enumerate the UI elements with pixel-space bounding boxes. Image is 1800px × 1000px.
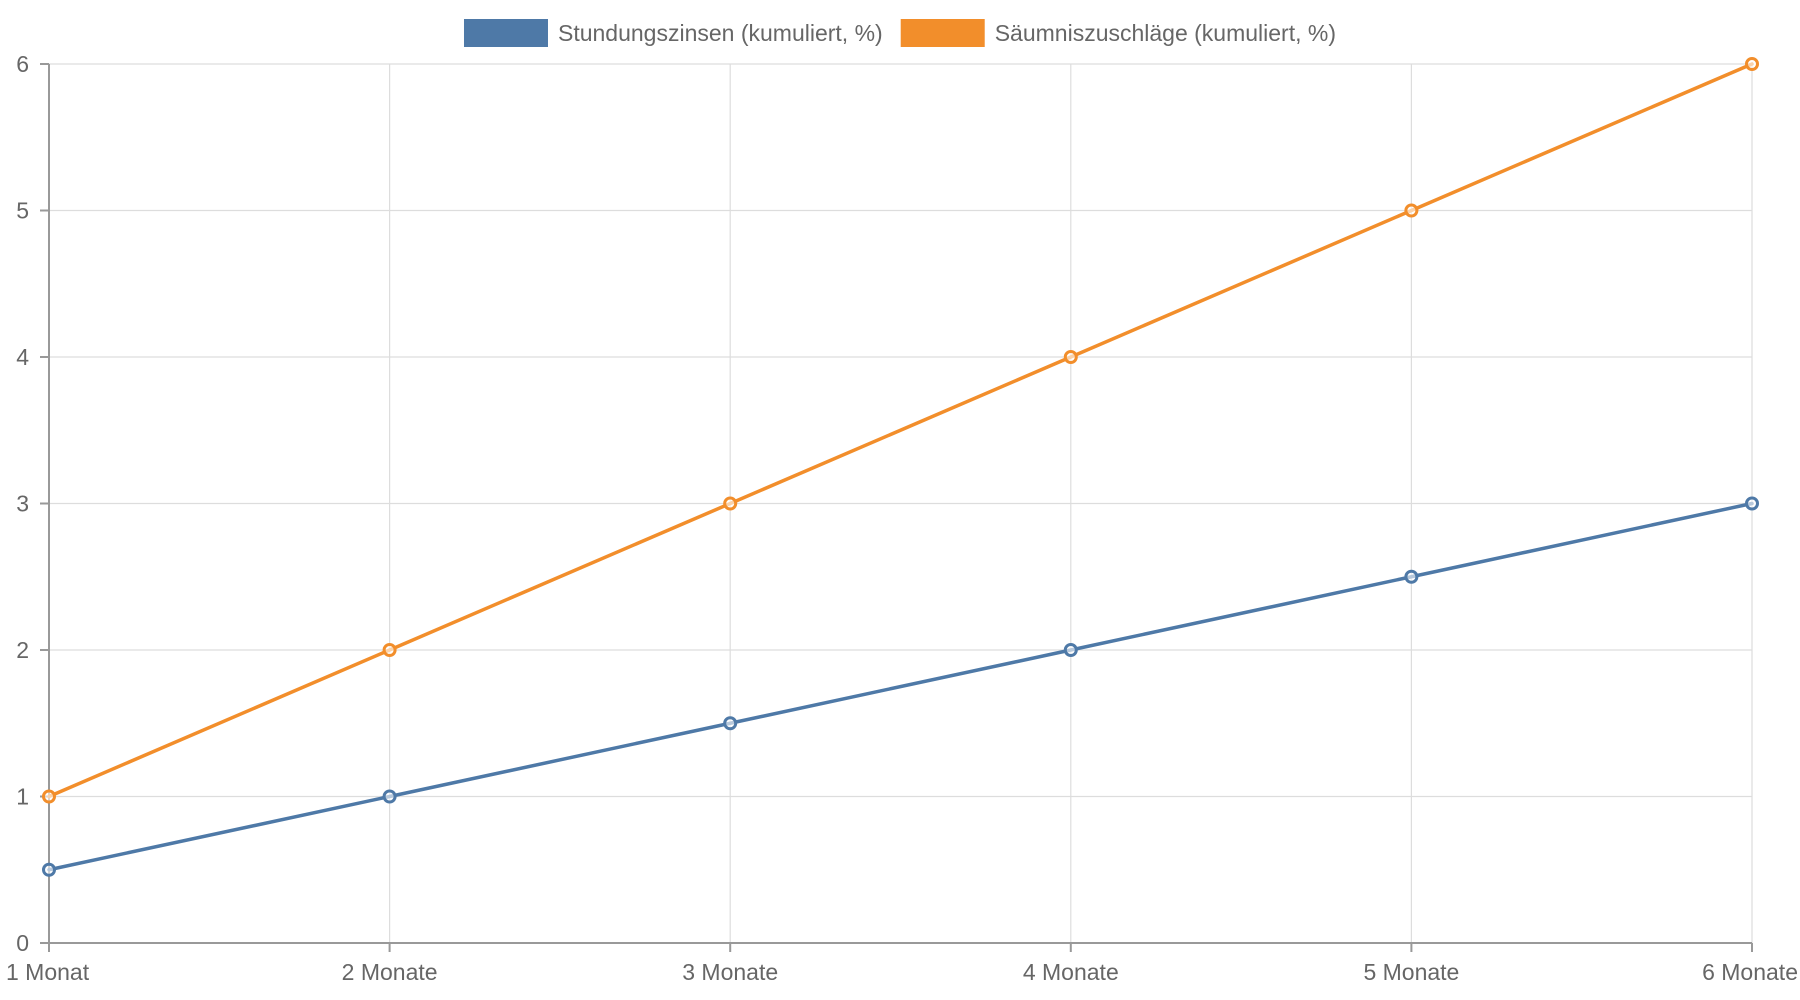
axes: 0 1 2 3 4 5 6 1 Monat 2 Monate 3 Monate 4 Monate 5 … xyxy=(6,51,1798,985)
series-1 xyxy=(42,496,1759,877)
data-point[interactable] xyxy=(42,789,56,804)
legend-label: Stundungszinsen (kumuliert, %) xyxy=(558,20,883,46)
data-point[interactable] xyxy=(1063,350,1078,364)
y-tick-label: 1 xyxy=(16,784,29,810)
data-point[interactable] xyxy=(723,496,738,511)
y-tick-label: 2 xyxy=(16,637,29,663)
series-2 xyxy=(42,57,1759,804)
data-point[interactable] xyxy=(42,862,56,877)
data-point[interactable] xyxy=(1745,496,1759,511)
data-point[interactable] xyxy=(723,716,738,731)
data-point[interactable] xyxy=(1404,203,1419,218)
y-tick-label: 0 xyxy=(16,930,29,956)
series-lines xyxy=(42,57,1759,877)
legend-label: Säumniszuschläge (kumuliert, %) xyxy=(995,20,1336,46)
y-tick-label: 3 xyxy=(16,491,29,517)
data-point[interactable] xyxy=(1404,569,1419,584)
legend-swatch[interactable] xyxy=(463,19,548,47)
x-tick-label: 6 Monate xyxy=(1702,959,1798,985)
data-point[interactable] xyxy=(1745,57,1759,71)
gridlines xyxy=(49,63,1753,943)
series-line xyxy=(47,62,1754,799)
y-tick-label: 6 xyxy=(16,51,29,77)
data-point[interactable] xyxy=(1063,643,1078,657)
x-tick-label: 5 Monate xyxy=(1363,959,1459,985)
x-tick-label: 3 Monate xyxy=(682,959,778,985)
data-point[interactable] xyxy=(382,789,397,804)
x-tick-label: 4 Monate xyxy=(1023,959,1119,985)
y-tick-label: 5 xyxy=(16,198,29,224)
series-line xyxy=(47,501,1754,872)
y-tick-label: 4 xyxy=(16,344,29,370)
x-tick-label: 2 Monate xyxy=(342,959,438,985)
data-point[interactable] xyxy=(382,643,397,657)
x-tick-label: 1 Monat xyxy=(6,959,90,985)
legend[interactable]: Stundungszinsen (kumuliert, %) Säumniszus… xyxy=(463,19,1336,47)
legend-swatch[interactable] xyxy=(900,19,985,47)
